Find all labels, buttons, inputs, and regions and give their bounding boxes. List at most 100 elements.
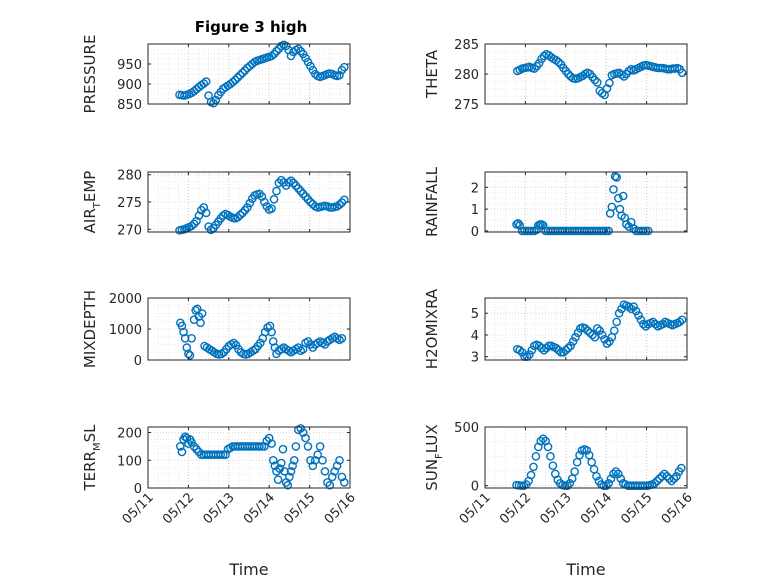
data-point bbox=[197, 309, 207, 318]
data-point bbox=[201, 208, 211, 218]
data-point bbox=[599, 481, 609, 490]
subplot-6: 3 4 5 H2OMIXRA bbox=[423, 288, 688, 369]
data-point bbox=[536, 436, 546, 446]
data-point bbox=[605, 78, 614, 88]
data-point bbox=[273, 475, 283, 484]
y-tick-label: 280 bbox=[117, 169, 142, 184]
y-tick-label: 0 bbox=[134, 482, 142, 497]
data-point bbox=[614, 193, 623, 203]
data-point bbox=[624, 302, 634, 312]
ticks: 270 275 280 bbox=[117, 169, 351, 238]
y-axis-label-subscript: F bbox=[434, 453, 445, 459]
data-point bbox=[619, 72, 629, 81]
data-point bbox=[199, 203, 209, 212]
data-point bbox=[669, 474, 679, 483]
data-point bbox=[604, 479, 613, 488]
data-point bbox=[243, 203, 252, 212]
data-point bbox=[602, 84, 612, 93]
data-point bbox=[293, 184, 303, 193]
y-tick-label: 950 bbox=[117, 58, 142, 73]
data-point bbox=[667, 476, 676, 486]
data-point bbox=[216, 214, 226, 223]
y-tick-label: 5 bbox=[471, 307, 479, 322]
data-point bbox=[187, 437, 196, 447]
data-point bbox=[296, 186, 306, 196]
data-point bbox=[306, 197, 315, 207]
data-point bbox=[622, 220, 631, 229]
y-tick-label: 0 bbox=[471, 480, 479, 495]
data-point bbox=[301, 192, 310, 201]
data-point bbox=[216, 450, 226, 460]
data-point bbox=[597, 88, 607, 98]
data-point bbox=[650, 479, 659, 488]
data-point bbox=[233, 73, 242, 82]
data-point bbox=[618, 191, 628, 201]
data-series bbox=[176, 424, 349, 490]
data-point bbox=[583, 326, 592, 335]
data-point bbox=[185, 351, 195, 360]
data-point bbox=[267, 327, 276, 337]
data-point bbox=[590, 75, 600, 85]
data-point bbox=[575, 450, 584, 460]
data-point bbox=[199, 79, 209, 88]
data-point bbox=[315, 442, 325, 451]
data-point bbox=[515, 221, 525, 230]
data-point bbox=[585, 328, 595, 338]
data-point bbox=[538, 221, 548, 230]
data-point bbox=[301, 433, 310, 443]
data-point bbox=[607, 202, 617, 212]
data-point bbox=[303, 194, 313, 204]
data-point bbox=[563, 343, 573, 353]
data-point bbox=[563, 481, 572, 490]
data-point bbox=[606, 474, 616, 483]
data-point bbox=[614, 308, 624, 318]
y-axis-label: TERRMSL bbox=[81, 424, 103, 492]
data-point bbox=[582, 446, 592, 455]
data-point bbox=[235, 70, 245, 80]
data-point bbox=[634, 311, 643, 320]
data-point bbox=[560, 481, 570, 490]
data-point bbox=[554, 57, 563, 67]
data-point bbox=[189, 219, 199, 229]
y-tick-label: 0 bbox=[471, 225, 479, 240]
data-point bbox=[337, 198, 347, 207]
data-point bbox=[571, 332, 580, 342]
data-point bbox=[325, 480, 335, 490]
y-tick-label: 1 bbox=[471, 203, 479, 218]
data-point bbox=[546, 452, 555, 461]
figure-title: Figure 3 high bbox=[195, 18, 308, 36]
y-tick-label: 285 bbox=[454, 38, 479, 53]
data-point bbox=[515, 345, 525, 355]
data-point bbox=[255, 189, 264, 199]
data-point bbox=[335, 200, 344, 210]
y-tick-label: 2000 bbox=[109, 292, 142, 307]
data-point bbox=[612, 173, 622, 182]
data-point bbox=[218, 450, 228, 460]
data-point bbox=[228, 77, 238, 87]
data-point bbox=[593, 78, 602, 87]
data-point bbox=[609, 326, 619, 335]
axes-box bbox=[147, 43, 351, 105]
data-point bbox=[595, 86, 605, 96]
data-point bbox=[529, 64, 539, 73]
y-axis-label-main: TERR bbox=[81, 451, 99, 492]
data-point bbox=[568, 337, 578, 346]
data-point bbox=[187, 333, 196, 343]
data-series bbox=[175, 40, 349, 108]
data-point bbox=[267, 439, 276, 448]
data-point bbox=[260, 197, 269, 207]
data-point bbox=[245, 198, 255, 208]
data-point bbox=[201, 77, 211, 86]
y-axis-label: MIXDEPTH bbox=[81, 290, 99, 368]
data-point bbox=[268, 455, 278, 465]
data-point bbox=[293, 44, 303, 54]
data-point bbox=[196, 318, 205, 328]
data-point bbox=[624, 222, 634, 231]
data-point bbox=[677, 463, 686, 473]
data-point bbox=[260, 327, 270, 337]
data-point bbox=[272, 46, 281, 56]
grid bbox=[147, 172, 351, 232]
data-point bbox=[605, 337, 614, 346]
y-tick-label: 200 bbox=[117, 427, 142, 442]
